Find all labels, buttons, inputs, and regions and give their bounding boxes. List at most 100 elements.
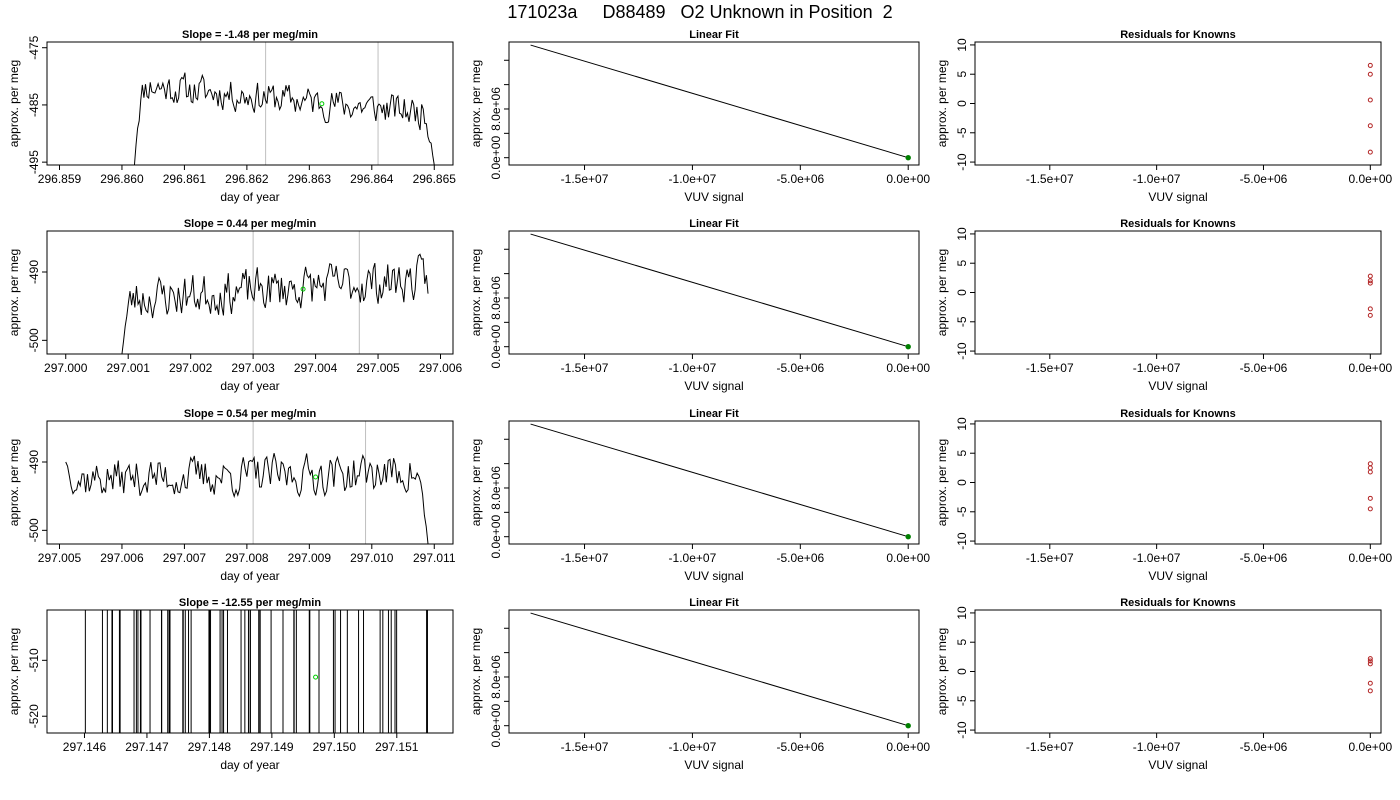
chart-title: Residuals for Knowns (1120, 218, 1236, 230)
x-tick-label: -1.0e+07 (1133, 740, 1181, 754)
y-tick-label: -5 (955, 506, 969, 517)
y-tick-label: -10 (955, 721, 969, 739)
y-tick-label: 0 (955, 479, 969, 486)
residual-point (1367, 273, 1373, 279)
panel-fit4: -1.5e+07 -1.0e+07 -5.0e+06 0.0e+00 0.0e+00 8.… (469, 597, 930, 772)
x-tick-label: 297.011 (413, 551, 456, 565)
x-tick-label: 297.006 (419, 361, 463, 375)
y-tick-label: -10 (955, 342, 969, 360)
x-tick-label: 297.150 (313, 740, 357, 754)
x-tick-label: 297.000 (44, 361, 88, 375)
x-tick-label: 297.009 (288, 551, 332, 565)
x-tick-label: 297.005 (38, 551, 82, 565)
x-tick-label: -1.5e+07 (561, 551, 609, 565)
plot-area-ts2 (121, 231, 429, 354)
x-tick-label: -1.0e+07 (1133, 361, 1181, 375)
x-tick-label: 297.007 (163, 551, 207, 565)
residual-point (1367, 656, 1373, 662)
panel-res1: -1.5e+07 -1.0e+07 -5.0e+06 0.0e+00 10 5 0 -5 -10… (935, 29, 1392, 204)
x-tick-label: -5.0e+06 (1240, 551, 1288, 565)
y-tick-label: 10 (955, 38, 969, 52)
plot-area-fit2 (530, 233, 909, 348)
y-tick-label: -485 (27, 93, 41, 117)
x-tick-label: -1.0e+07 (1133, 551, 1181, 565)
y-tick-label: 8.0e+06 (489, 87, 503, 131)
x-tick-label: -1.0e+07 (1133, 172, 1181, 186)
x-tick-label: -5.0e+06 (776, 551, 824, 565)
chart-title: Linear Fit (689, 218, 739, 230)
x-tick-label: -5.0e+06 (1240, 740, 1288, 754)
fit-line (530, 423, 909, 538)
y-tick-label: 0.0e+00 (489, 325, 503, 369)
y-axis-label: approx. per meg (935, 439, 949, 526)
chart-title: Slope = -12.55 per meg/min (179, 597, 321, 609)
highlight-point (905, 722, 911, 729)
y-tick-label: 0 (955, 668, 969, 675)
x-tick-label: 296.859 (38, 172, 82, 186)
panel-fit1: -1.5e+07 -1.0e+07 -5.0e+06 0.0e+00 0.0e+00 8.… (469, 29, 930, 204)
highlight-point (905, 533, 911, 540)
y-tick-label: -5 (955, 127, 969, 138)
residual-point (1367, 306, 1373, 312)
y-tick-label: 8.0e+06 (489, 276, 503, 320)
plot-frame (974, 609, 1382, 734)
x-axis-label: VUV signal (1148, 379, 1207, 393)
panel-ts4: 297.146 297.147 297.148 297.149 297.150 297.1… (7, 597, 454, 772)
y-tick-label: 5 (955, 260, 969, 267)
y-axis-label: approx. per meg (469, 628, 483, 715)
x-tick-label: -1.5e+07 (1026, 361, 1074, 375)
series-line (133, 72, 435, 165)
y-tick-label: 0 (955, 100, 969, 107)
fit-line (530, 44, 909, 159)
plot-area-fit4 (530, 612, 909, 727)
residual-point (1367, 680, 1373, 686)
y-tick-label: -495 (27, 150, 41, 174)
plot-frame (974, 41, 1382, 166)
x-tick-label: -1.5e+07 (561, 740, 609, 754)
x-axis-label: VUV signal (684, 758, 743, 772)
x-tick-label: 297.146 (63, 740, 107, 754)
residual-point (1367, 469, 1373, 475)
y-axis-label: approx. per meg (7, 249, 21, 336)
plot-frame (508, 609, 920, 734)
y-tick-label: -500 (27, 328, 41, 352)
plot-frame (46, 41, 454, 166)
residual-point (1367, 97, 1373, 103)
chart-title: Residuals for Knowns (1120, 408, 1236, 420)
panel-ts1: 296.859 296.860 296.861 296.862 296.863 296.8… (7, 29, 456, 204)
x-tick-label: 297.010 (350, 551, 394, 565)
plot-frame (46, 420, 454, 545)
y-tick-label: -500 (27, 518, 41, 542)
x-tick-label: 297.003 (231, 361, 275, 375)
x-tick-label: -1.5e+07 (561, 172, 609, 186)
y-tick-label: 5 (955, 71, 969, 78)
series-line (121, 253, 429, 354)
highlight-point (905, 154, 911, 161)
y-tick-label: 5 (955, 450, 969, 457)
y-tick-label: -5 (955, 695, 969, 706)
chart-title: Residuals for Knowns (1120, 29, 1236, 41)
panel-ts2: 297.000 297.001 297.002 297.003 297.004 297.0… (7, 218, 463, 393)
x-tick-label: 0.0e+00 (1348, 361, 1392, 375)
x-tick-label: 297.005 (356, 361, 400, 375)
fit-line (530, 233, 909, 348)
x-tick-label: -5.0e+06 (776, 361, 824, 375)
y-tick-label: -475 (27, 35, 41, 59)
y-axis-label: approx. per meg (469, 439, 483, 526)
x-axis-label: VUV signal (684, 569, 743, 583)
x-tick-label: 296.860 (100, 172, 144, 186)
x-axis-label: VUV signal (1148, 758, 1207, 772)
y-axis-label: approx. per meg (935, 628, 949, 715)
x-axis-label: day of year (220, 379, 279, 393)
plot-area-ts1 (133, 42, 435, 165)
y-tick-label: 5 (955, 639, 969, 646)
residual-point (1367, 506, 1373, 512)
x-axis-label: VUV signal (684, 379, 743, 393)
x-tick-label: 297.001 (107, 361, 151, 375)
plot-area-fit1 (530, 44, 909, 159)
plot-area-ts4 (84, 610, 428, 733)
x-axis-label: day of year (220, 758, 279, 772)
x-tick-label: 297.149 (250, 740, 294, 754)
x-tick-label: 0.0e+00 (886, 172, 930, 186)
